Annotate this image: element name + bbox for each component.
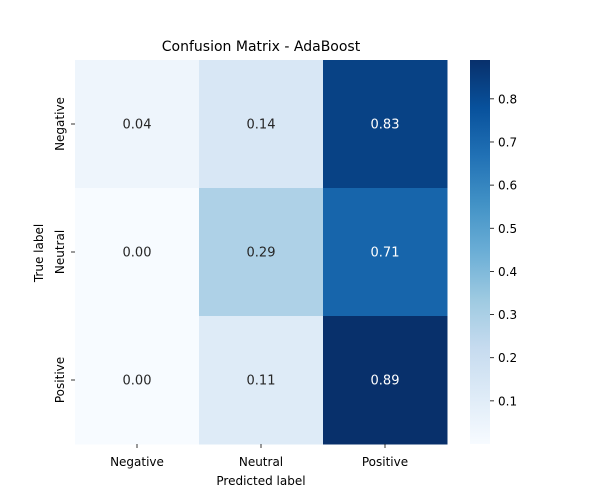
x-axis-label: Predicted label <box>216 474 305 488</box>
cell-value-label: 0.11 <box>247 374 276 389</box>
x-axis: Negative Neutral Positive <box>110 444 408 469</box>
heatmap-cells <box>75 60 448 445</box>
colorbar-gradient <box>470 60 490 444</box>
heatmap-cell-neutral-positive <box>323 188 448 317</box>
chart-title: Confusion Matrix - AdaBoost <box>162 39 361 55</box>
cell-value-label: 0.14 <box>247 118 276 133</box>
cell-value-label: 0.00 <box>123 374 152 389</box>
colorbar-tick-label: 0.6 <box>498 179 517 193</box>
colorbar-tick-label: 0.4 <box>498 265 517 279</box>
heatmap-cell-positive-negative <box>75 316 200 445</box>
y-tick-label: Positive <box>53 357 67 403</box>
y-tick-label: Negative <box>53 97 67 151</box>
colorbar-tick-label: 0.8 <box>498 92 517 106</box>
colorbar-tick-label: 0.3 <box>498 308 517 322</box>
y-axis-label: True label <box>32 224 46 283</box>
x-tick-label: Neutral <box>239 455 283 469</box>
heatmap-cell-positive-neutral <box>199 316 324 445</box>
heatmap-cell-positive-positive <box>323 316 448 445</box>
y-tick-label: Neutral <box>53 230 67 274</box>
heatmap-cell-negative-positive <box>323 60 448 189</box>
heatmap-cell-labels: 0.04 0.14 0.83 0.00 0.29 0.71 0.00 0.11 0.89 <box>123 118 400 389</box>
cell-value-label: 0.71 <box>371 246 400 261</box>
colorbar-tick-label: 0.5 <box>498 222 517 236</box>
x-tick-label: Positive <box>362 455 408 469</box>
heatmap-cell-neutral-negative <box>75 188 200 317</box>
cell-value-label: 0.04 <box>123 118 152 133</box>
cell-value-label: 0.89 <box>371 374 400 389</box>
colorbar: 0.1 0.2 0.3 0.4 0.5 0.6 0.7 0.8 <box>470 60 517 444</box>
cell-value-label: 0.29 <box>247 246 276 261</box>
cell-value-label: 0.00 <box>123 246 152 261</box>
heatmap-cell-negative-negative <box>75 60 200 189</box>
colorbar-tick-label: 0.2 <box>498 351 517 365</box>
cell-value-label: 0.83 <box>371 118 400 133</box>
x-tick-label: Negative <box>110 455 164 469</box>
heatmap-cell-negative-neutral <box>199 60 324 189</box>
y-axis: Negative Neutral Positive <box>53 97 75 403</box>
colorbar-tick-label: 0.1 <box>498 394 517 408</box>
colorbar-tick-label: 0.7 <box>498 135 517 149</box>
heatmap-cell-neutral-neutral <box>199 188 324 317</box>
